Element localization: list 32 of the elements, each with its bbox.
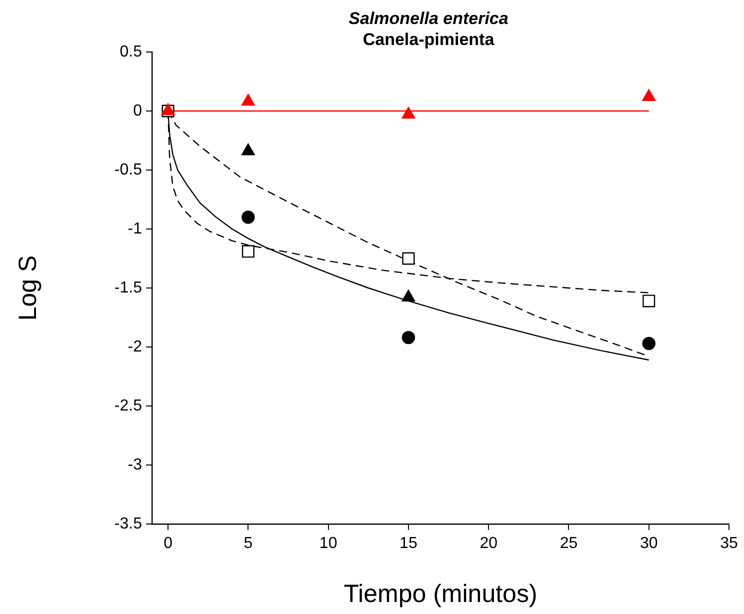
point bbox=[402, 106, 416, 119]
x-axis-title: Tiempo (minutos) bbox=[344, 580, 538, 608]
chart-subtitle: Canela-pimienta bbox=[362, 30, 495, 49]
x-tick-label: 0 bbox=[164, 535, 173, 552]
point bbox=[242, 245, 254, 258]
y-tick-label: -1 bbox=[128, 220, 142, 238]
point bbox=[642, 294, 656, 308]
x-tick-label: 30 bbox=[640, 535, 658, 552]
x-tick-label: 10 bbox=[319, 535, 338, 552]
point bbox=[242, 210, 255, 224]
point bbox=[402, 252, 415, 265]
point bbox=[642, 89, 656, 101]
x-tick-label: 15 bbox=[400, 535, 418, 552]
y-tick-label: -2.5 bbox=[114, 397, 142, 414]
x-tick-label: 20 bbox=[480, 535, 498, 552]
x-tick-label: 5 bbox=[244, 535, 253, 552]
chart-title: Salmonella enterica bbox=[348, 9, 508, 28]
y-tick-label: -1.5 bbox=[114, 279, 142, 296]
x-tick-label: 35 bbox=[720, 535, 738, 552]
y-tick-label: -0.5 bbox=[114, 161, 142, 178]
x-tick-label: 25 bbox=[560, 535, 578, 552]
point bbox=[242, 144, 255, 156]
point bbox=[642, 336, 656, 350]
y-tick-label: 0.5 bbox=[120, 43, 142, 60]
y-tick-label: -2 bbox=[128, 338, 142, 356]
y-axis-title: Log S bbox=[14, 255, 42, 321]
y-tick-label: 0 bbox=[133, 102, 142, 120]
y-tick-label: -3 bbox=[128, 456, 142, 474]
point bbox=[402, 330, 416, 344]
point bbox=[242, 94, 255, 106]
y-tick-label: -3.5 bbox=[114, 515, 142, 532]
point bbox=[402, 290, 416, 302]
